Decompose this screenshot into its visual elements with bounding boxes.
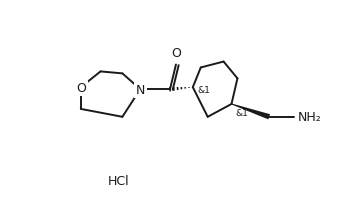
Text: &1: &1 <box>198 85 211 94</box>
Text: &1: &1 <box>236 108 248 117</box>
Text: O: O <box>76 81 86 94</box>
Text: NH₂: NH₂ <box>298 111 322 124</box>
Text: HCl: HCl <box>108 175 129 187</box>
Polygon shape <box>231 104 270 120</box>
Text: N: N <box>135 83 145 96</box>
Text: O: O <box>171 46 181 59</box>
